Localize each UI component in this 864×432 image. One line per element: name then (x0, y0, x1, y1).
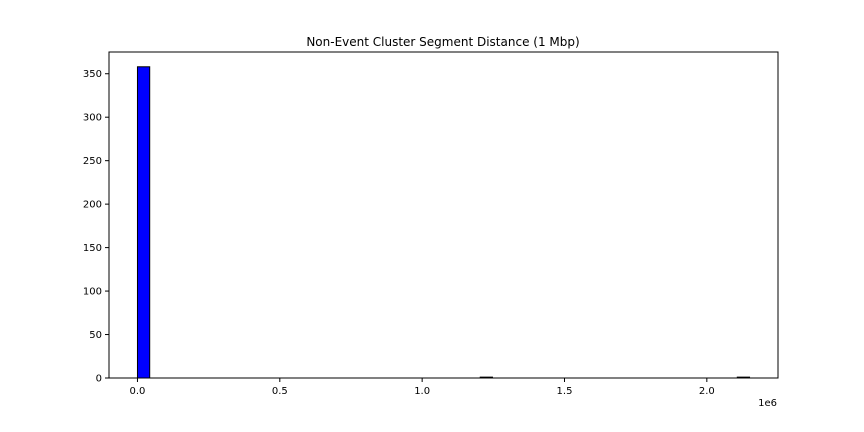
plot-frame (108, 51, 779, 379)
y-tick-label-1: 50 (89, 330, 102, 341)
x-tick-label-2: 1.0 (414, 386, 430, 397)
y-tick-label-7: 350 (83, 69, 102, 80)
x-tick-label-1: 0.5 (272, 386, 288, 397)
x-offset-label: 1e6 (758, 398, 777, 409)
chart-title: Non-Event Cluster Segment Distance (1 Mb… (306, 35, 579, 49)
y-tick-label-4: 200 (83, 200, 102, 211)
x-tick-label-3: 1.5 (557, 386, 573, 397)
y-tick-label-2: 100 (83, 287, 102, 298)
x-tick-label-0: 0.0 (130, 386, 146, 397)
y-tick-label-0: 0 (96, 374, 102, 385)
y-tick-label-3: 150 (83, 243, 102, 254)
bars-group (136, 66, 751, 379)
y-tick-label-6: 300 (83, 113, 102, 124)
x-tick-label-4: 2.0 (699, 386, 715, 397)
y-tick-label-5: 250 (83, 156, 102, 167)
x-axis: 0.0 0.5 1.0 1.5 2.0 (130, 378, 715, 397)
y-axis: 0 50 100 150 200 250 300 350 (83, 69, 109, 385)
histogram-bar-0 (136, 66, 151, 379)
